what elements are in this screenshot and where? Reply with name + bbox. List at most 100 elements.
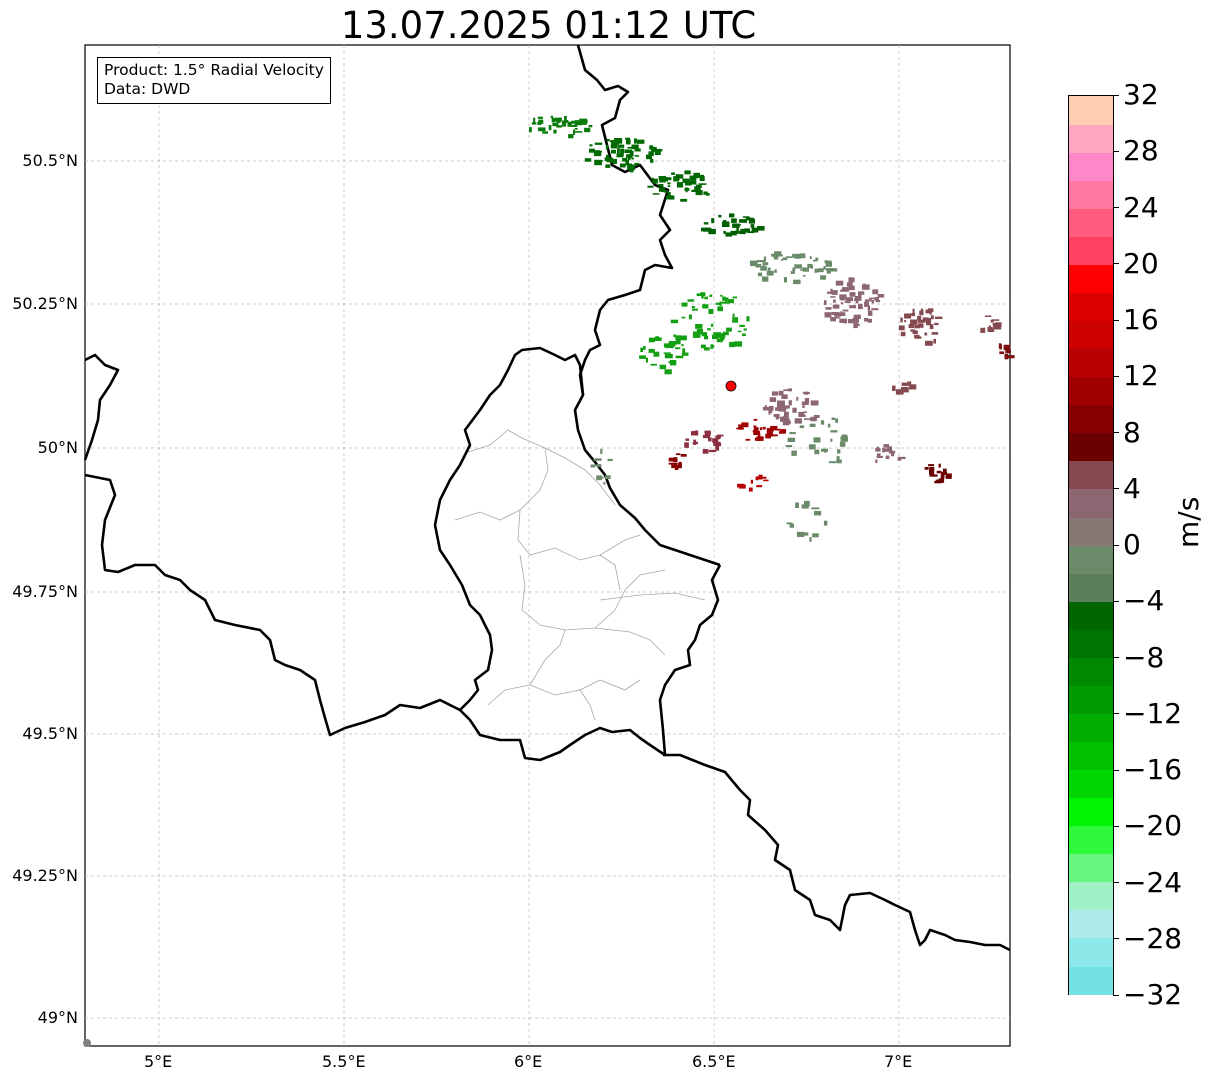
echo-pixel (804, 398, 810, 403)
echo-pixel (739, 484, 746, 489)
echo-pixel (875, 448, 881, 452)
echo-pixel (784, 411, 789, 417)
echo-pixel (667, 182, 671, 185)
echo-pixel (714, 442, 722, 447)
echo-pixel (744, 231, 750, 233)
echo-pixel (762, 406, 770, 411)
echo-pixel (552, 122, 559, 127)
echo-pixel (666, 195, 674, 200)
echo-pixel (702, 449, 709, 454)
echo-pixel (710, 323, 714, 327)
echo-pixel (622, 157, 627, 162)
echo-pixel (757, 272, 763, 277)
echo-pixel (796, 396, 799, 401)
echo-pixel (836, 456, 840, 461)
echo-pixel (813, 415, 820, 418)
echo-pixel (609, 140, 616, 143)
echo-pixel (671, 462, 677, 469)
colorbar-segment (1069, 376, 1113, 406)
echo-pixel (820, 420, 825, 425)
echo-pixel (1003, 344, 1011, 351)
echo-pixel (594, 142, 603, 145)
echo-pixel (841, 287, 850, 292)
echo-pixel (596, 464, 602, 467)
map-frame (84, 44, 1011, 1047)
echo-pixel (696, 329, 703, 335)
echo-pixel (611, 149, 616, 154)
echo-pixel (606, 139, 610, 142)
echo-pixel (714, 335, 719, 339)
echo-pixel (774, 269, 777, 272)
echo-pixel (718, 214, 722, 218)
echo-pixel (769, 433, 774, 437)
lon-tick-label: 6.5°E (692, 1052, 736, 1071)
echo-pixel (830, 438, 833, 442)
echo-pixel (557, 118, 561, 123)
echo-pixel (988, 325, 991, 328)
echo-pixel (773, 254, 779, 260)
echo-pixel (574, 131, 583, 133)
echo-pixel (589, 144, 593, 147)
map-title: 13.07.2025 01:12 UTC (340, 4, 757, 47)
echo-pixel (802, 405, 805, 408)
echo-pixel (926, 320, 931, 326)
echo-pixel (696, 186, 700, 189)
echo-pixel (684, 170, 691, 175)
radar-site-marker[interactable] (725, 380, 737, 392)
colorbar-segment (1069, 208, 1113, 237)
lon-tick-label: 7°E (884, 1052, 913, 1071)
echo-pixel (703, 222, 709, 225)
echo-pixel (795, 502, 799, 508)
echo-pixel (764, 405, 767, 408)
lon-tick-label: 5.5°E (322, 1052, 366, 1071)
echo-pixel (809, 256, 812, 260)
echo-pixel (875, 300, 881, 303)
echo-pixel (573, 129, 575, 135)
echo-pixel (804, 500, 810, 507)
echo-pixel (791, 450, 797, 456)
colorbar-segment (1069, 488, 1113, 518)
lat-tick-label: 49°N (37, 1008, 78, 1027)
echo-pixel (689, 180, 697, 185)
echo-pixel (698, 183, 707, 185)
echo-pixel (737, 330, 742, 333)
echo-pixel (945, 473, 952, 477)
echo-pixel (865, 299, 873, 302)
echo-pixel (792, 253, 795, 258)
echo-pixel (933, 338, 936, 344)
echo-pixel (830, 430, 838, 433)
echo-pixel (685, 438, 690, 441)
echo-pixel (664, 354, 673, 359)
echo-pixel (803, 532, 809, 536)
echo-pixel (650, 146, 657, 152)
echo-pixel (821, 448, 828, 452)
echo-pixel (732, 296, 737, 299)
echo-pixel (584, 158, 592, 162)
echo-pixel (704, 347, 710, 351)
echo-pixel (812, 259, 818, 262)
echo-pixel (769, 397, 777, 402)
echo-pixel (736, 427, 744, 430)
echo-pixel (794, 253, 802, 259)
echo-pixel (616, 153, 624, 158)
echo-pixel (668, 361, 673, 364)
echo-pixel (670, 360, 677, 366)
echo-pixel (732, 317, 738, 323)
echo-pixel (828, 461, 836, 464)
echo-pixel (999, 344, 1002, 350)
echo-pixel (648, 337, 655, 343)
echo-pixel (537, 116, 543, 119)
echo-pixel (751, 228, 757, 231)
echo-pixel (659, 177, 666, 183)
echo-pixel (703, 191, 708, 195)
echo-pixel (666, 177, 672, 181)
echo-pixel (723, 297, 729, 301)
echo-pixel (677, 462, 682, 469)
echo-pixel (782, 415, 789, 421)
echo-pixel (886, 446, 892, 450)
echo-pixel (695, 190, 703, 196)
echo-pixel (787, 388, 792, 392)
echo-pixel (537, 121, 542, 125)
echo-pixel (786, 522, 793, 525)
